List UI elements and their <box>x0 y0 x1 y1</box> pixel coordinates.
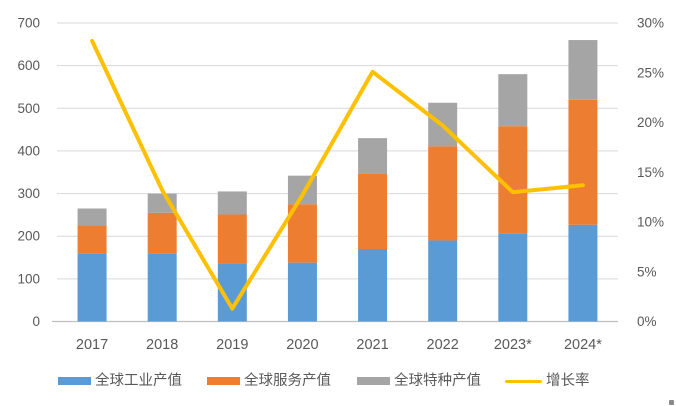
left-axis-tick-label: 300 <box>17 186 40 201</box>
x-axis-category-label: 2020 <box>286 337 318 353</box>
legend: 全球工业产值 全球服务产值 全球特种产值 增长率 <box>0 373 676 393</box>
right-axis-tick-label: 10% <box>637 215 664 230</box>
x-axis-category-label: 2017 <box>76 337 108 353</box>
x-axis-category-label: 2022 <box>427 337 459 353</box>
bar-segment-全球特种产值 <box>498 74 528 127</box>
legend-label: 全球服务产值 <box>244 373 331 389</box>
legend-item-special: 全球特种产值 <box>357 373 481 389</box>
bar-segment-全球工业产值 <box>568 224 598 322</box>
legend-swatch-industrial <box>58 377 91 385</box>
right-axis-tick-label: 25% <box>637 65 664 80</box>
left-axis-tick-label: 0 <box>32 314 40 329</box>
bar-segment-全球服务产值 <box>428 146 458 241</box>
bar-segment-全球特种产值 <box>77 208 107 226</box>
legend-label: 增长率 <box>546 373 590 389</box>
bar-segment-全球特种产值 <box>147 193 177 213</box>
right-axis-tick-label: 20% <box>637 115 664 130</box>
bar-segment-全球工业产值 <box>77 253 107 322</box>
right-axis-tick-label: 30% <box>637 16 664 31</box>
bar-segment-全球特种产值 <box>568 40 598 100</box>
legend-label: 全球特种产值 <box>394 373 481 389</box>
legend-line-swatch-growth-rate <box>505 379 542 383</box>
legend-item-growth-rate: 增长率 <box>505 373 590 389</box>
left-axis-tick-label: 100 <box>17 271 40 286</box>
left-axis-tick-label: 500 <box>17 101 40 116</box>
left-axis-tick-label: 600 <box>17 58 40 73</box>
legend-swatch-special <box>357 377 390 385</box>
x-axis-category-label: 2018 <box>146 337 178 353</box>
bar-segment-全球服务产值 <box>217 214 247 264</box>
x-axis-category-label: 2019 <box>216 337 248 353</box>
legend-item-services: 全球服务产值 <box>207 373 331 389</box>
image-edge-artifact <box>669 400 674 405</box>
x-axis-category-label: 2021 <box>356 337 388 353</box>
left-axis-tick-label: 400 <box>17 143 40 158</box>
bar-segment-全球工业产值 <box>428 240 458 322</box>
bar-segment-全球工业产值 <box>358 249 388 322</box>
bar-segment-全球服务产值 <box>358 173 388 250</box>
legend-item-industrial: 全球工业产值 <box>58 373 182 389</box>
bar-segment-全球特种产值 <box>217 191 247 215</box>
bar-segment-全球服务产值 <box>568 99 598 225</box>
bar-segment-全球工业产值 <box>287 262 317 322</box>
right-axis-tick-label: 5% <box>637 264 657 279</box>
left-axis-tick-label: 700 <box>17 16 40 31</box>
bar-segment-全球特种产值 <box>358 138 388 174</box>
bar-segment-全球服务产值 <box>147 212 177 254</box>
x-axis-category-label: 2024* <box>564 337 602 353</box>
bar-segment-全球工业产值 <box>498 233 528 322</box>
x-axis-category-label: 2023* <box>494 337 532 353</box>
bar-segment-全球服务产值 <box>77 225 107 254</box>
left-axis-tick-label: 200 <box>17 229 40 244</box>
right-axis-tick-label: 0% <box>637 314 657 329</box>
right-axis-tick-label: 15% <box>637 165 664 180</box>
legend-label: 全球工业产值 <box>95 373 182 389</box>
legend-swatch-services <box>207 377 240 385</box>
bar-segment-全球服务产值 <box>498 126 528 234</box>
growth-rate-line <box>90 38 585 311</box>
bar-segment-全球工业产值 <box>147 253 177 322</box>
